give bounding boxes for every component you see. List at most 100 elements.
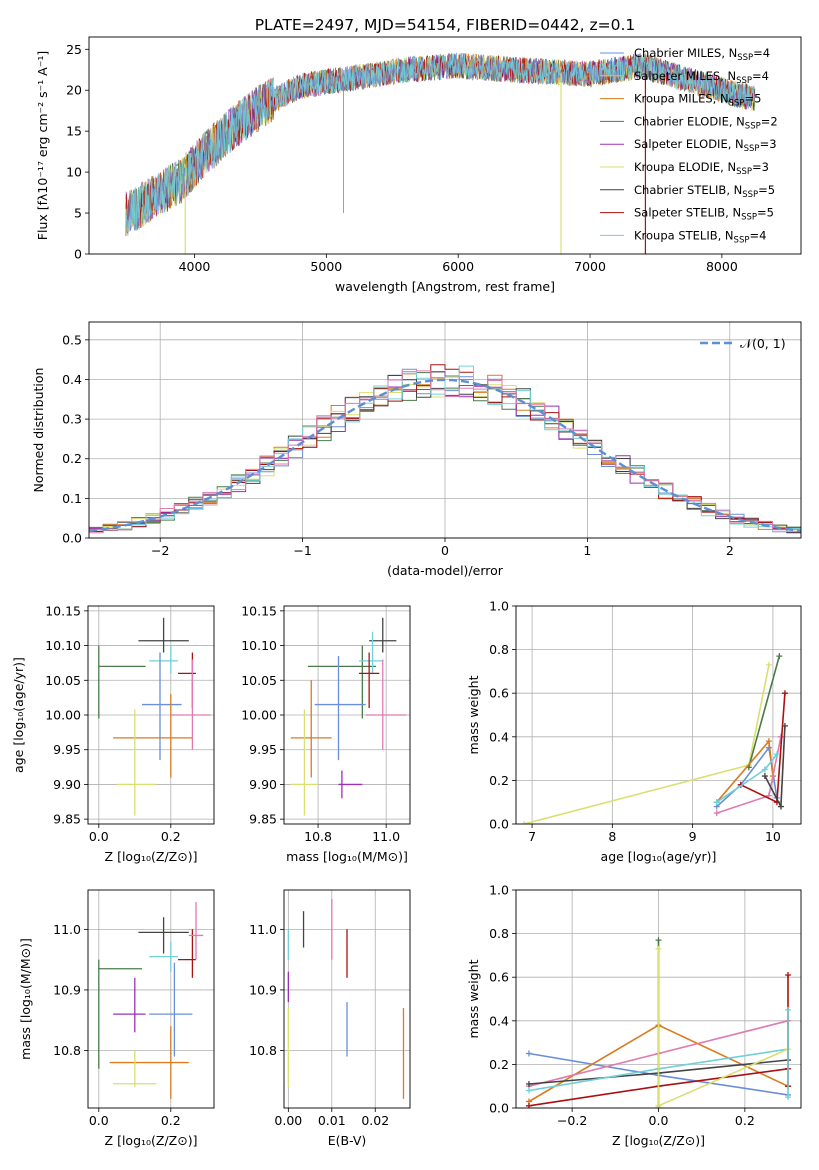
y-tick-label: 0.0	[489, 1101, 509, 1116]
y-tick-label: 10.10	[241, 638, 277, 653]
legend-label: Salpeter STELIB, NSSP=5	[634, 206, 774, 223]
y-tick-label: 11.0	[53, 922, 81, 937]
data-point	[776, 653, 783, 660]
x-tick-label: 5000	[310, 259, 342, 274]
y-axis-label: Normed distribution	[31, 368, 46, 493]
legend-label: Kroupa STELIB, NSSP=4	[634, 228, 766, 245]
y-tick-label: 0.4	[489, 1013, 509, 1028]
mass-weight-vs-z-panel: −0.2 0.0 0.2 0.0 0.2 0.4 0.6 0.8 1.0 Z [log₁₀(Z/Z…	[466, 883, 802, 1148]
data-point	[525, 1050, 532, 1057]
histogram-series	[89, 368, 801, 534]
histograms	[89, 364, 801, 534]
errorbars	[98, 902, 204, 1099]
errorbars	[98, 617, 211, 816]
x-axis-label: Z [log₁₀(Z/Z⊙)]	[612, 1133, 705, 1148]
legend-label: Kroupa MILES, NSSP=5	[634, 92, 761, 109]
age-vs-z-panel: 0.0 0.2 9.85 9.90 9.95 10.00 10.05 10.10 10.15 Z …	[11, 603, 215, 864]
y-tick-label: 0	[74, 247, 82, 262]
legend-label: Chabrier ELODIE, NSSP=2	[634, 114, 778, 131]
x-tick-label: 2	[726, 543, 734, 558]
errorbars	[290, 617, 407, 816]
x-axis-label: Z [log₁₀(Z/Z⊙)]	[105, 1133, 198, 1148]
x-axis-label: (data-model)/error	[387, 563, 504, 578]
y-tick-label: 10.9	[53, 982, 81, 997]
x-tick-label: 0.0	[649, 1113, 669, 1128]
y-tick-label: 10.8	[53, 1043, 81, 1058]
axes-frame	[283, 605, 411, 825]
y-tick-label: 0.6	[489, 970, 509, 985]
x-tick-label: 0.01	[318, 1113, 346, 1128]
spectrum-line	[125, 53, 756, 236]
x-tick-label: 10	[765, 829, 781, 844]
y-tick-label: 10.00	[45, 708, 81, 723]
y-tick-label: 10	[66, 165, 82, 180]
data-point	[765, 738, 772, 745]
axes-frame	[283, 889, 411, 1109]
x-tick-label: 7000	[574, 259, 606, 274]
y-tick-label: 0.2	[489, 773, 509, 788]
axes-frame	[88, 321, 802, 539]
x-tick-label: 1	[583, 543, 591, 558]
spectrum-line	[125, 52, 755, 232]
y-axis-label: Flux [fλ10⁻¹⁷ erg cm⁻² s⁻¹ A⁻¹]	[35, 51, 50, 240]
y-tick-label: 9.95	[53, 742, 81, 757]
y-tick-label: 0.2	[62, 451, 82, 466]
y-tick-label: 11.0	[249, 922, 277, 937]
x-tick-label: −0.2	[557, 1113, 587, 1128]
legend-label: 𝒩(0, 1)	[740, 336, 786, 351]
y-tick-label: 10.10	[45, 638, 81, 653]
y-tick-label: 10.05	[45, 673, 81, 688]
y-tick-label: 9.95	[249, 742, 277, 757]
y-tick-label: 0.4	[489, 729, 509, 744]
errorbars	[287, 899, 405, 1099]
figure-title: PLATE=2497, MJD=54154, FIBERID=0442, z=0…	[255, 16, 636, 34]
y-tick-label: 0.1	[62, 491, 82, 506]
spectrum-lines	[125, 52, 756, 254]
data-point	[781, 690, 788, 697]
y-tick-label: 10.00	[241, 708, 277, 723]
data-point	[713, 799, 720, 806]
mass-weight-vs-age-panel: 7 8 9 10 0.0 0.2 0.4 0.6 0.8 1.0 age [log₁₀(age/yr…	[466, 599, 802, 864]
age-vs-mass-panel: 10.8 11.0 9.85 9.90 9.95 10.00 10.05 10.10 10.15…	[241, 603, 411, 864]
x-tick-label: 4000	[179, 259, 211, 274]
x-tick-label: 0.2	[161, 829, 181, 844]
x-tick-label: 6000	[442, 259, 474, 274]
y-tick-label: 0.0	[62, 531, 82, 546]
x-tick-label: 0.0	[89, 1113, 109, 1128]
x-tick-label: 0	[441, 543, 449, 558]
normal-curve	[89, 378, 801, 533]
axes-frame	[87, 605, 215, 825]
y-tick-label: 25	[66, 42, 82, 57]
y-axis-label: age [log₁₀(age/yr)]	[11, 657, 26, 773]
data-point	[773, 751, 780, 758]
x-tick-label: 9	[689, 829, 697, 844]
y-tick-label: 9.90	[249, 777, 277, 792]
y-tick-label: 0.2	[489, 1057, 509, 1072]
x-tick-label: −1	[293, 543, 311, 558]
data-point	[655, 945, 662, 952]
histogram-series	[89, 364, 801, 532]
x-tick-label: 8000	[706, 259, 738, 274]
y-axis-label: mass [log₁₀(M/M⊙)]	[18, 938, 33, 1060]
y-tick-label: 9.85	[53, 812, 81, 827]
y-tick-label: 0.4	[62, 372, 82, 387]
data-point	[761, 766, 768, 773]
y-axis-label: mass weight	[466, 675, 481, 754]
y-tick-label: 15	[66, 124, 82, 139]
y-tick-label: 1.0	[489, 883, 509, 898]
x-axis-label: E(B-V)	[328, 1133, 367, 1148]
axes-frame	[515, 889, 802, 1109]
data-point	[777, 803, 784, 810]
x-axis-label: wavelength [Angstrom, rest frame]	[335, 279, 555, 294]
y-tick-label: 10.8	[249, 1043, 277, 1058]
data-point	[785, 1006, 792, 1013]
series-line	[523, 664, 770, 824]
x-tick-label: 0.00	[274, 1113, 302, 1128]
series-lines	[525, 937, 792, 1108]
residuals-panel: −2 −1 0 1 2 0.0 0.1 0.2 0.3 0.4 0.5 (data-model)/er…	[31, 321, 802, 578]
mass-vs-z-panel: 0.0 0.2 10.8 10.9 11.0 Z [log₁₀(Z/Z⊙)] mass [l…	[18, 889, 215, 1148]
legend-label: Salpeter ELODIE, NSSP=3	[634, 137, 777, 154]
y-tick-label: 0.8	[489, 926, 509, 941]
y-tick-label: 10.05	[241, 673, 277, 688]
mass-vs-ebv-panel: 0.00 0.01 0.02 10.8 10.9 11.0 E(B-V)	[249, 889, 411, 1148]
